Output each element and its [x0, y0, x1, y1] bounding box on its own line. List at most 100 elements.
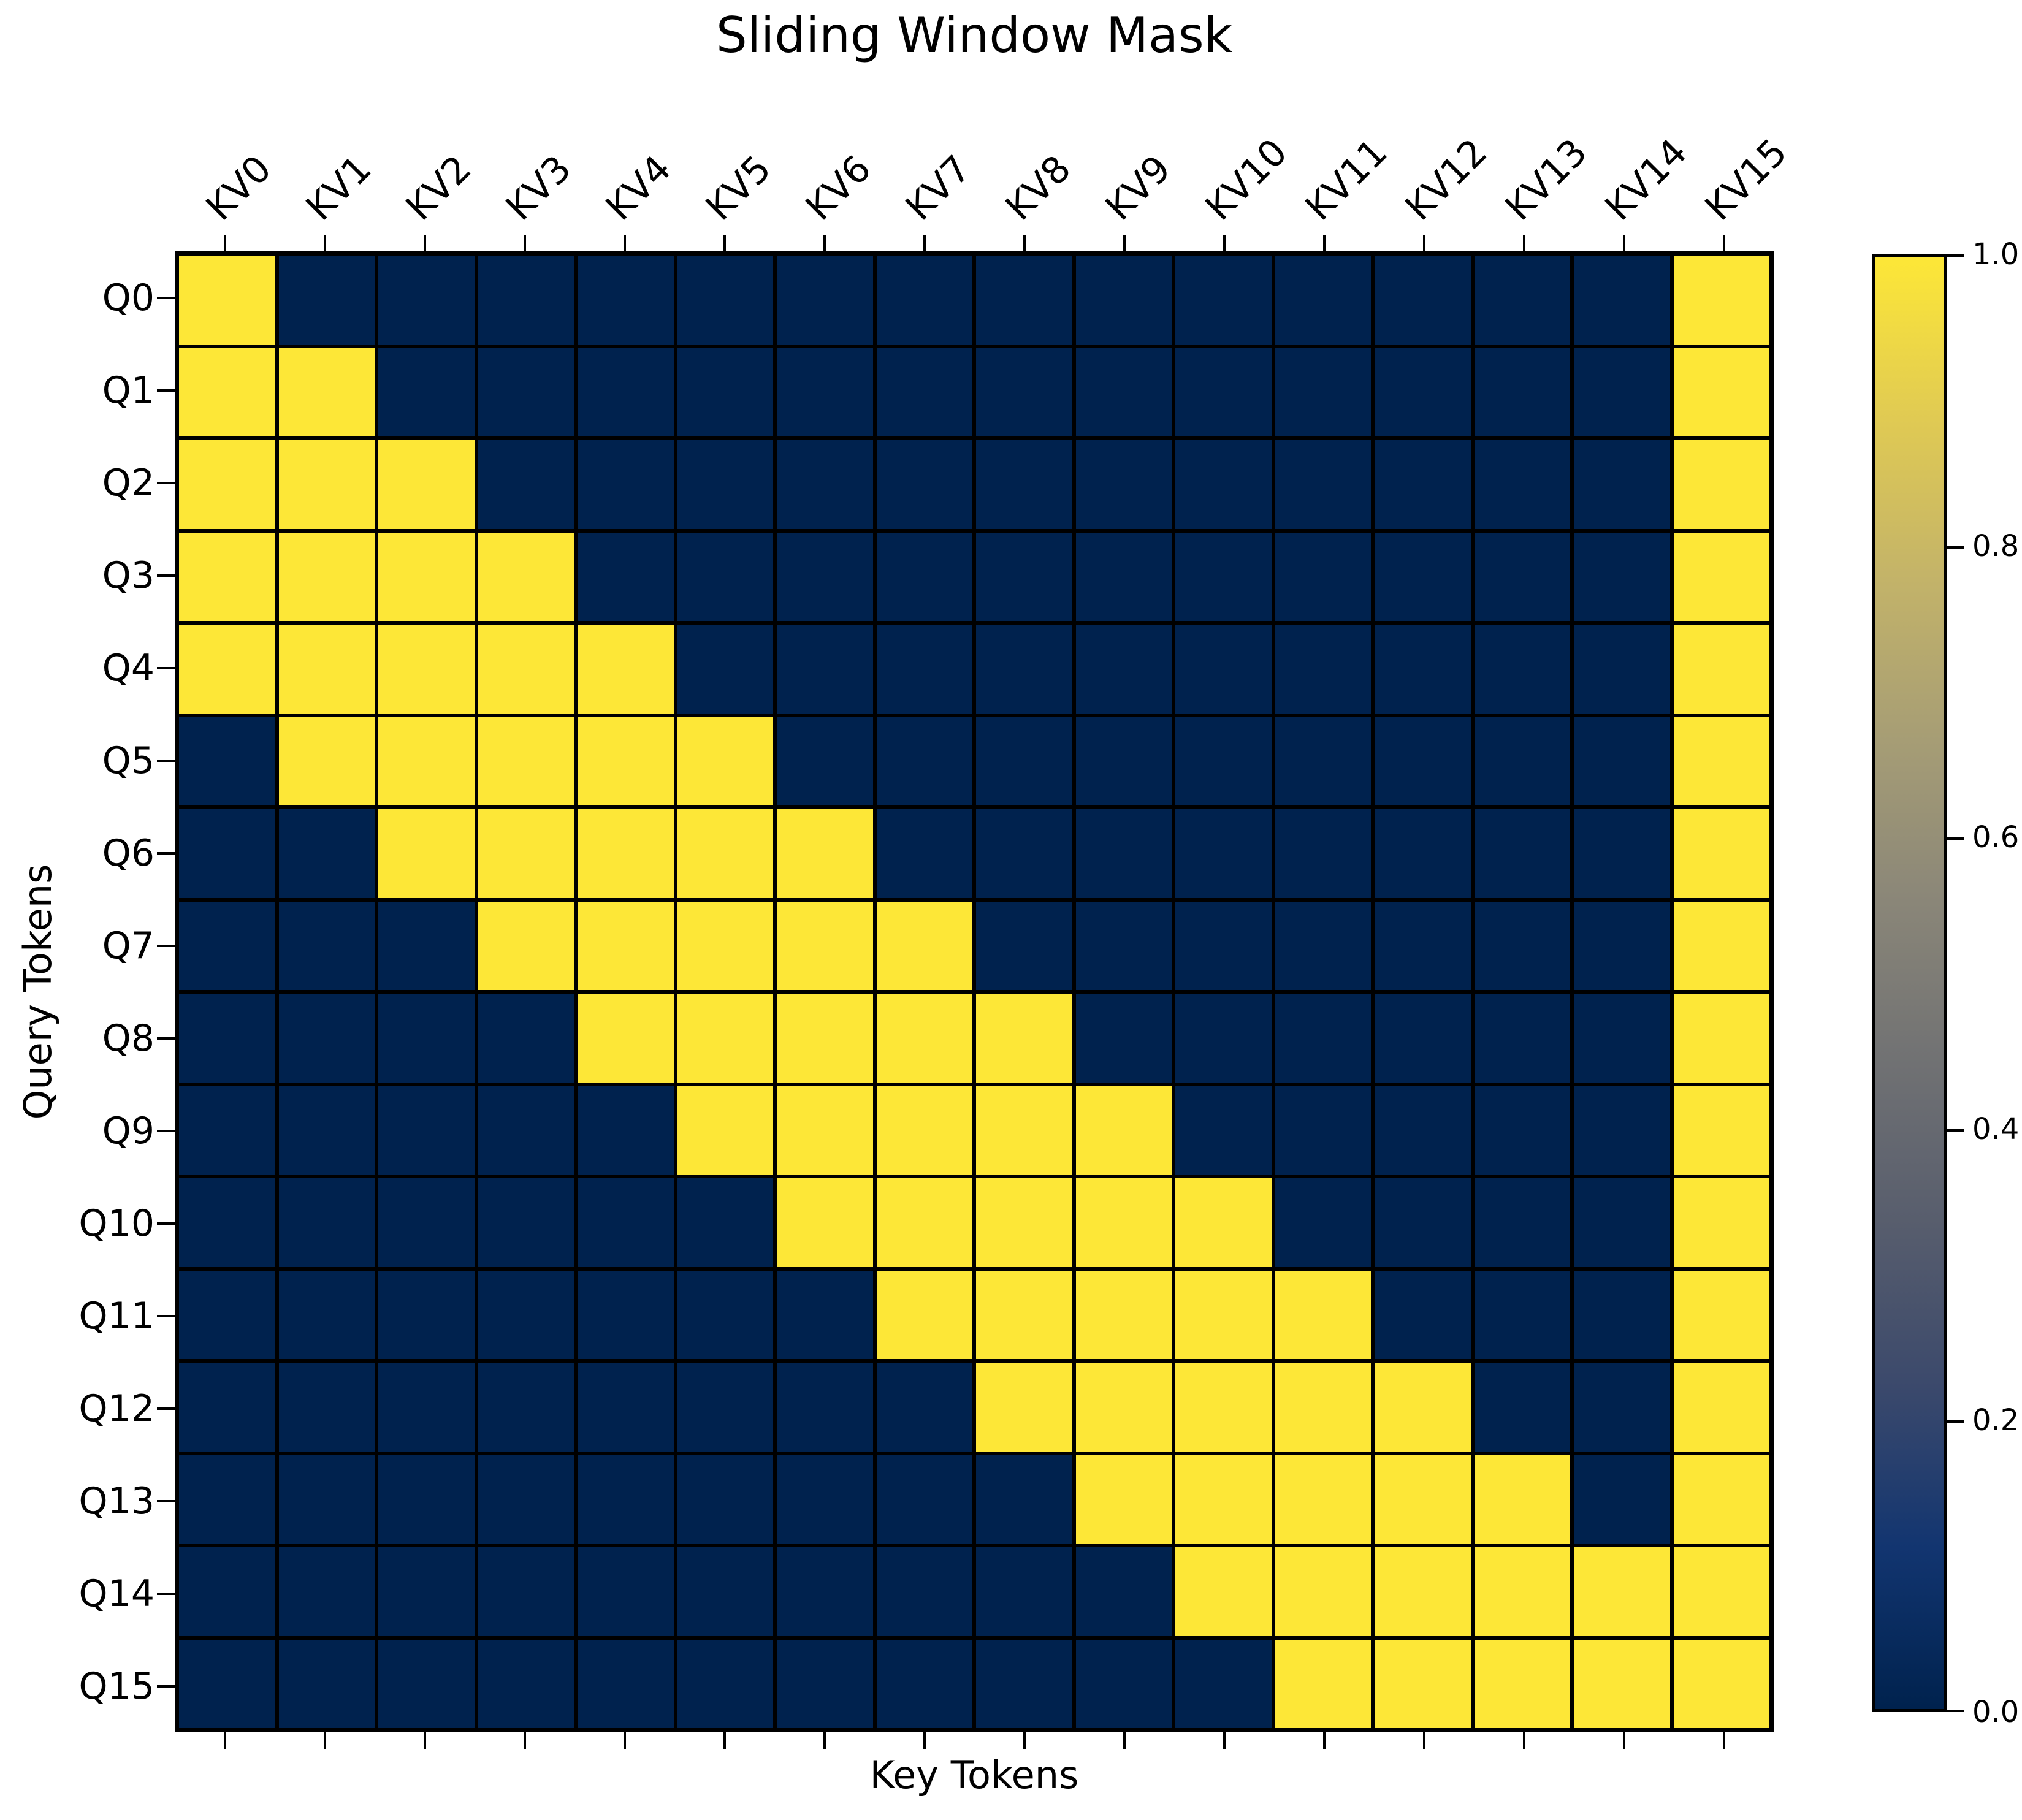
heatmap-cell [1375, 348, 1471, 436]
y-tick-left [157, 1314, 175, 1317]
heatmap-cell [1075, 1178, 1172, 1267]
heatmap-cell [976, 440, 1072, 529]
heatmap-cell [976, 994, 1072, 1083]
heatmap-cell [1673, 717, 1769, 805]
heatmap-cell [876, 440, 972, 529]
heatmap-cell [179, 1178, 275, 1267]
heatmap-cell [1375, 1270, 1471, 1359]
heatmap-cell [1275, 1547, 1371, 1636]
y-tick-label: Q3 [102, 554, 155, 597]
heatmap-cell [1474, 256, 1570, 345]
heatmap-cell [876, 717, 972, 805]
heatmap-cell [1075, 348, 1172, 436]
heatmap-cell [478, 256, 574, 345]
heatmap-cell [876, 809, 972, 898]
heatmap-cell [278, 1363, 375, 1452]
x-tick-top [323, 235, 326, 251]
y-tick-label: Q11 [78, 1294, 155, 1338]
heatmap-cell [976, 1547, 1072, 1636]
heatmap-cell [1275, 532, 1371, 621]
heatmap-cell [677, 1178, 773, 1267]
heatmap-cell [777, 717, 873, 805]
heatmap-cell [777, 625, 873, 714]
x-tick-bottom [323, 1732, 326, 1749]
heatmap-cell [578, 901, 674, 990]
x-tick-label: KV12 [1397, 131, 1495, 229]
heatmap-cell [1075, 717, 1172, 805]
heatmap-cell [677, 717, 773, 805]
heatmap-cell [1175, 901, 1272, 990]
heatmap-cell [578, 1363, 674, 1452]
heatmap-cell [378, 348, 475, 436]
heatmap-cell [777, 532, 873, 621]
heatmap-cell [578, 532, 674, 621]
x-tick-top [1522, 235, 1525, 251]
heatmap-cell [1075, 1455, 1172, 1544]
x-tick-label: KV5 [697, 147, 779, 229]
heatmap-cell [378, 532, 475, 621]
y-tick-left [157, 1222, 175, 1225]
heatmap-cell [1474, 532, 1570, 621]
heatmap-cell [1275, 1086, 1371, 1175]
x-tick-bottom [623, 1732, 626, 1749]
heatmap-cell [1375, 1547, 1471, 1636]
heatmap-cell [1075, 1547, 1172, 1636]
heatmap-cell [976, 1455, 1072, 1544]
y-tick-left [157, 481, 175, 484]
x-tick-bottom [1522, 1732, 1525, 1749]
y-tick-label: Q14 [78, 1572, 155, 1615]
heatmap-cell [1075, 1086, 1172, 1175]
heatmap-cell [1275, 440, 1371, 529]
heatmap-cell [1275, 1639, 1371, 1728]
heatmap-cell [1474, 901, 1570, 990]
x-tick-bottom [223, 1732, 226, 1749]
heatmap-cell [1075, 625, 1172, 714]
heatmap-cell [976, 809, 1072, 898]
heatmap-cell [1375, 1363, 1471, 1452]
heatmap-cell [1075, 994, 1172, 1083]
y-tick-left [157, 1685, 175, 1688]
heatmap-cell [1275, 1363, 1371, 1452]
heatmap-cell [1673, 532, 1769, 621]
heatmap-cell [677, 1270, 773, 1359]
heatmap-cell [578, 717, 674, 805]
heatmap-cell [1275, 1270, 1371, 1359]
heatmap-cell [1075, 901, 1172, 990]
y-tick-left [157, 1407, 175, 1410]
heatmap-cell [1275, 348, 1371, 436]
chart-title: Sliding Window Mask [715, 7, 1233, 64]
y-tick-label: Q8 [102, 1016, 155, 1060]
x-tick-bottom [1322, 1732, 1326, 1749]
heatmap-cell [179, 440, 275, 529]
heatmap-cell [578, 1639, 674, 1728]
heatmap-cell [578, 625, 674, 714]
heatmap-cell [1175, 1455, 1272, 1544]
heatmap-cell [1673, 1270, 1769, 1359]
heatmap-cell [1175, 1178, 1272, 1267]
x-tick-top [1622, 235, 1625, 251]
x-tick-bottom [823, 1732, 826, 1749]
y-tick-label: Q7 [102, 924, 155, 967]
heatmap-cell [278, 1270, 375, 1359]
heatmap-cell [179, 1086, 275, 1175]
colorbar-tick-label: 0.2 [1972, 1403, 2020, 1438]
heatmap-cell [677, 256, 773, 345]
heatmap-cell [1673, 809, 1769, 898]
heatmap-cell [478, 532, 574, 621]
heatmap-cell [876, 532, 972, 621]
heatmap-cell [278, 1086, 375, 1175]
heatmap-cell [278, 532, 375, 621]
colorbar-tick-label: 0.8 [1972, 528, 2020, 563]
heatmap-cell [179, 256, 275, 345]
heatmap-cell [677, 994, 773, 1083]
y-tick-label: Q6 [102, 831, 155, 875]
y-tick-label: Q12 [78, 1387, 155, 1430]
heatmap-cell [677, 348, 773, 436]
y-tick-left [157, 851, 175, 855]
heatmap-cell [578, 256, 674, 345]
heatmap-cell [1474, 440, 1570, 529]
heatmap-cell [1673, 901, 1769, 990]
heatmap-cell [378, 625, 475, 714]
heatmap-cell [1673, 348, 1769, 436]
heatmap-cell [1175, 348, 1272, 436]
